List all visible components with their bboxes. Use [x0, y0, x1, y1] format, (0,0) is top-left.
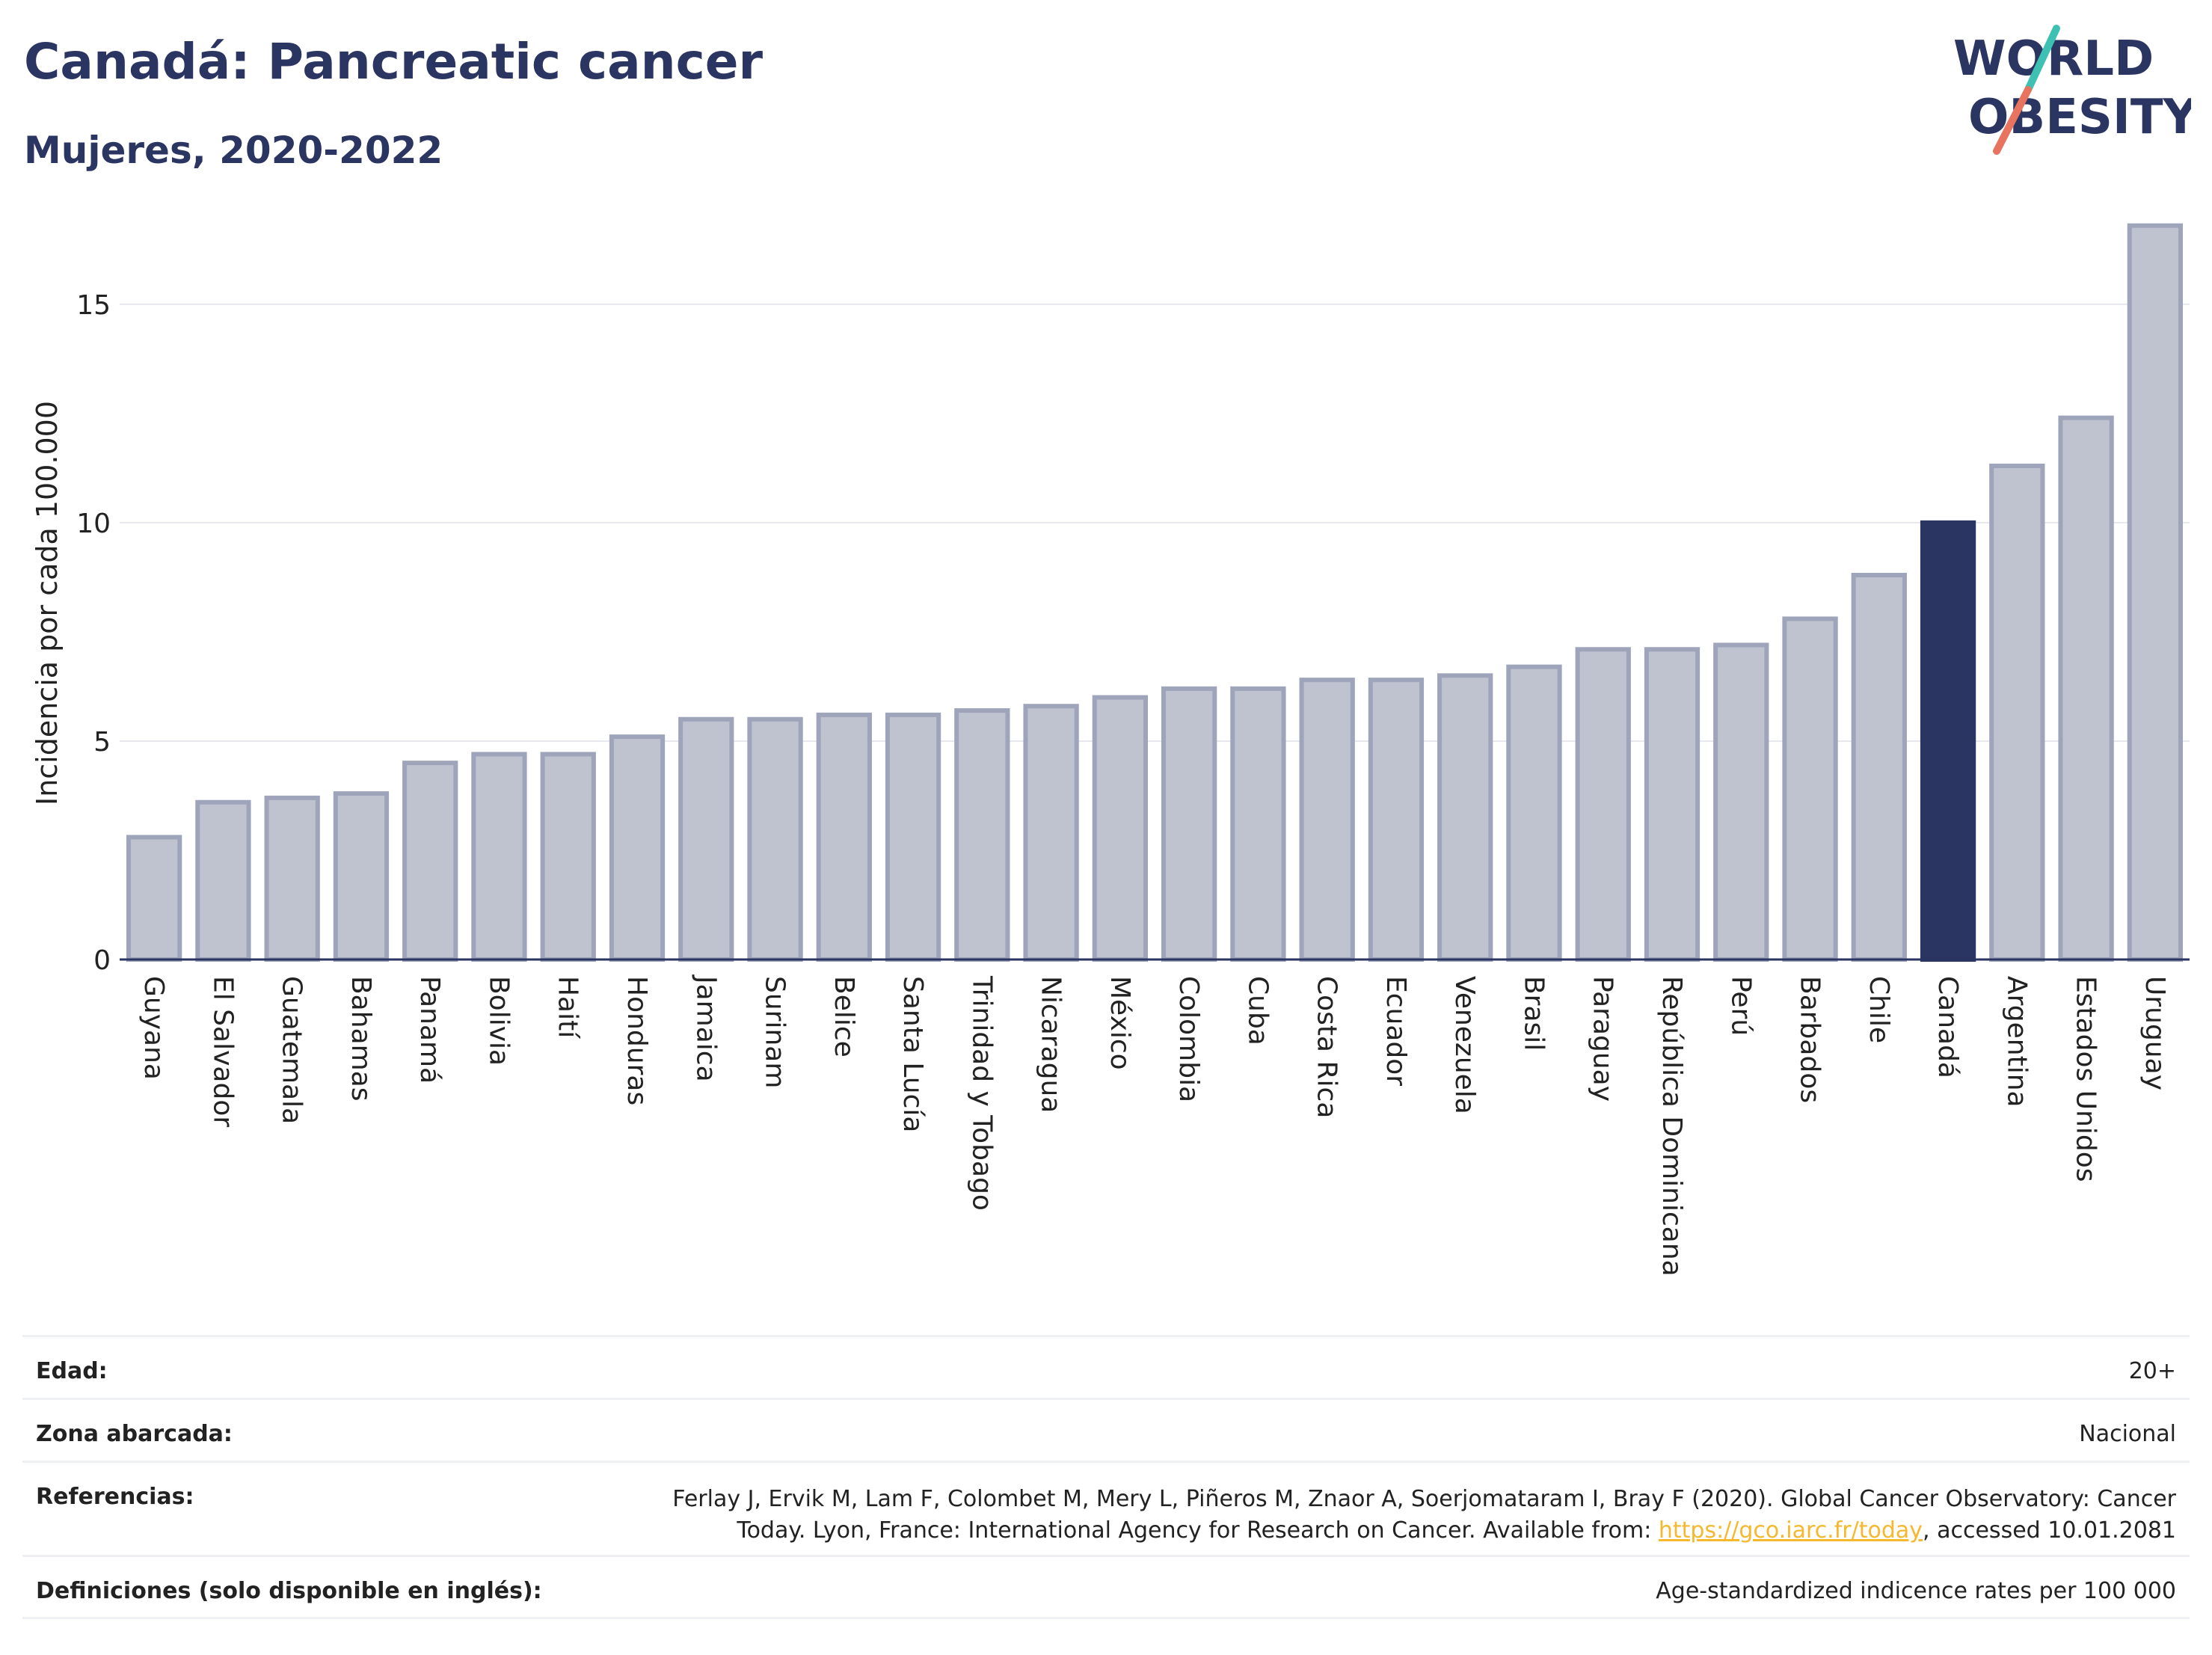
bar-Chile — [1851, 572, 1907, 962]
bar-Colombia — [1161, 686, 1217, 962]
y-tick-label: 0 — [93, 945, 111, 976]
chart-subtitle: Mujeres, 2020-2022 — [24, 129, 443, 172]
x-axis-ticks: Guyana El Salvador Guatemala Bahamas Panamá B… — [138, 974, 2170, 1277]
x-tick-label: Barbados — [1795, 976, 1825, 1103]
bar-Canadá — [1920, 520, 1976, 962]
logo-slash-bottom — [1993, 86, 2032, 155]
x-tick-label: Chile — [1864, 976, 1894, 1043]
x-tick-label: Guatemala — [277, 976, 307, 1124]
bar-Bolivia — [471, 752, 527, 962]
x-tick-label: El Salvador — [207, 976, 238, 1127]
references-line2-pre: Today. Lyon, France: International Agenc… — [737, 1517, 1659, 1544]
bar-Trinidad y Tobago — [954, 708, 1010, 962]
bar-El Salvador — [195, 799, 251, 962]
x-tick-label: Uruguay — [2139, 976, 2170, 1090]
world-obesity-logo: WORLD OBESITY — [1953, 25, 2191, 155]
info-table: Edad: 20+ Zona abarcada: Nacional Refere… — [22, 1335, 2190, 1619]
x-tick-label: Paraguay — [1588, 976, 1618, 1102]
bar-Barbados — [1782, 616, 1838, 962]
info-row-area: Zona abarcada: Nacional — [22, 1398, 2190, 1461]
x-tick-label: Guyana — [138, 976, 169, 1080]
bar-Venezuela — [1437, 673, 1493, 962]
x-tick-label: Estados Unidos — [2071, 976, 2101, 1182]
area-label: Zona abarcada: — [36, 1421, 233, 1447]
bar-Guatemala — [264, 795, 320, 962]
x-tick-label: Surinam — [760, 976, 790, 1088]
bar-Costa Rica — [1299, 678, 1355, 962]
references-line1: Ferlay J, Ervik M, Lam F, Colombet M, Me… — [672, 1486, 2176, 1512]
references-value: Ferlay J, Ervik M, Lam F, Colombet M, Me… — [672, 1484, 2176, 1547]
x-tick-label: República Dominicana — [1656, 976, 1687, 1277]
bars — [126, 223, 2184, 962]
x-tick-label: Belice — [829, 976, 859, 1057]
x-tick-label: Haití — [553, 976, 583, 1039]
y-axis-ticks: 0 5 10 15 — [76, 290, 111, 976]
bar-Belice — [816, 712, 872, 962]
y-tick-label: 10 — [76, 509, 111, 539]
x-tick-label: Costa Rica — [1312, 976, 1342, 1118]
age-value: 20+ — [2128, 1358, 2176, 1384]
x-tick-label: Brasil — [1518, 976, 1549, 1051]
y-tick-label: 15 — [76, 290, 111, 321]
bar-Uruguay — [2127, 223, 2184, 962]
references-line2-post: , accessed 10.01.2081 — [1923, 1517, 2176, 1544]
x-tick-label: México — [1105, 976, 1135, 1070]
bar-Perú — [1713, 642, 1769, 962]
bar-Haití — [540, 752, 596, 962]
references-link[interactable]: https://gco.iarc.fr/today — [1658, 1517, 1923, 1544]
x-tick-label: Santa Lucía — [897, 976, 928, 1132]
bar-República Dominicana — [1644, 647, 1701, 962]
bar-Honduras — [609, 734, 666, 962]
grid-lines — [120, 303, 2190, 742]
bar-Jamaica — [678, 716, 734, 962]
bar-Brasil — [1506, 664, 1562, 962]
definitions-label: Definiciones (solo disponible en inglés)… — [36, 1578, 542, 1604]
chart-title: Canadá: Pancreatic cancer — [24, 33, 764, 90]
x-tick-label: Bolivia — [483, 976, 514, 1066]
x-tick-label: Cuba — [1242, 976, 1273, 1045]
bar-Santa Lucía — [885, 712, 941, 962]
x-tick-label: Perú — [1725, 976, 1756, 1036]
info-row-age: Edad: 20+ — [22, 1335, 2190, 1398]
x-tick-label: Argentina — [2001, 976, 2032, 1108]
y-tick-label: 5 — [93, 727, 111, 758]
bar-chart: 0 5 10 15 Guyana El Salvador Guatemala Bahamas… — [31, 223, 2190, 1277]
references-label: Referencias: — [36, 1484, 194, 1510]
x-tick-label: Nicaragua — [1036, 976, 1066, 1113]
x-tick-label: Canadá — [1932, 976, 1963, 1078]
x-tick-label: Venezuela — [1449, 976, 1480, 1114]
x-tick-label: Ecuador — [1380, 976, 1411, 1086]
bar-Surinam — [747, 716, 803, 962]
bar-Argentina — [1989, 463, 2045, 962]
x-tick-label: Trinidad y Tobago — [966, 975, 997, 1211]
bar-Paraguay — [1575, 647, 1631, 962]
bar-Cuba — [1230, 686, 1286, 962]
x-tick-label: Panamá — [414, 976, 445, 1084]
x-tick-label: Jamaica — [690, 974, 721, 1082]
bar-Panamá — [402, 761, 458, 962]
bar-Estados Unidos — [2058, 415, 2114, 962]
x-tick-label: Bahamas — [345, 976, 376, 1102]
info-row-references: Referencias: Ferlay J, Ervik M, Lam F, C… — [22, 1461, 2190, 1555]
x-tick-label: Honduras — [621, 976, 652, 1105]
logo-slash-top — [2024, 25, 2060, 93]
bar-México — [1092, 695, 1149, 962]
bar-Bahamas — [333, 791, 390, 962]
age-label: Edad: — [36, 1358, 108, 1384]
area-value: Nacional — [2079, 1421, 2176, 1447]
x-tick-label: Colombia — [1173, 976, 1204, 1102]
bar-Ecuador — [1368, 678, 1425, 962]
bar-Nicaragua — [1023, 704, 1079, 962]
definitions-value: Age-standardized indicence rates per 100… — [1656, 1578, 2176, 1604]
bar-Guyana — [126, 835, 182, 962]
y-axis-label: Incidencia por cada 100.000 — [31, 401, 64, 805]
info-row-definitions: Definiciones (solo disponible en inglés)… — [22, 1555, 2190, 1619]
